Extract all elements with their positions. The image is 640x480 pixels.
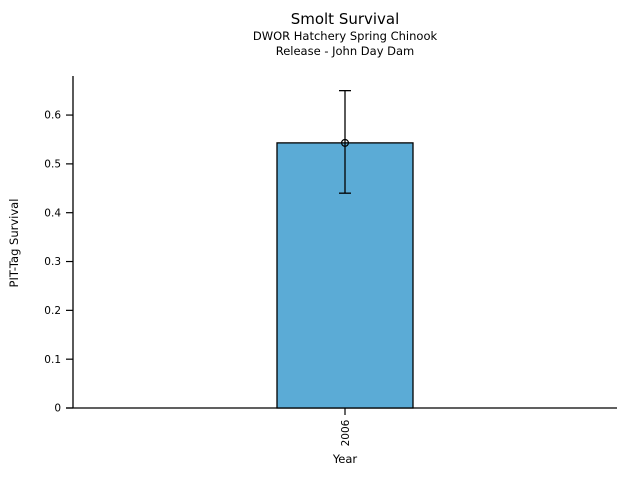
point-marker bbox=[341, 138, 350, 147]
x-axis-label: Year bbox=[332, 452, 358, 466]
y-tick-label: 0.6 bbox=[44, 110, 61, 122]
chart-subtitle-line1: DWOR Hatchery Spring Chinook bbox=[252, 29, 438, 43]
chart-title: Smolt Survival bbox=[290, 10, 400, 28]
y-tick-label: 0.2 bbox=[44, 305, 61, 317]
x-tick-label: 2006 bbox=[340, 419, 352, 446]
y-tick-label: 0.5 bbox=[44, 158, 61, 170]
y-tick-label: 0 bbox=[54, 403, 61, 415]
y-tick-label: 0.4 bbox=[44, 207, 61, 219]
y-tick-label: 0.3 bbox=[44, 256, 61, 268]
y-tick-label: 0.1 bbox=[44, 354, 61, 366]
chart-subtitle-line2: Release - John Day Dam bbox=[275, 44, 415, 58]
